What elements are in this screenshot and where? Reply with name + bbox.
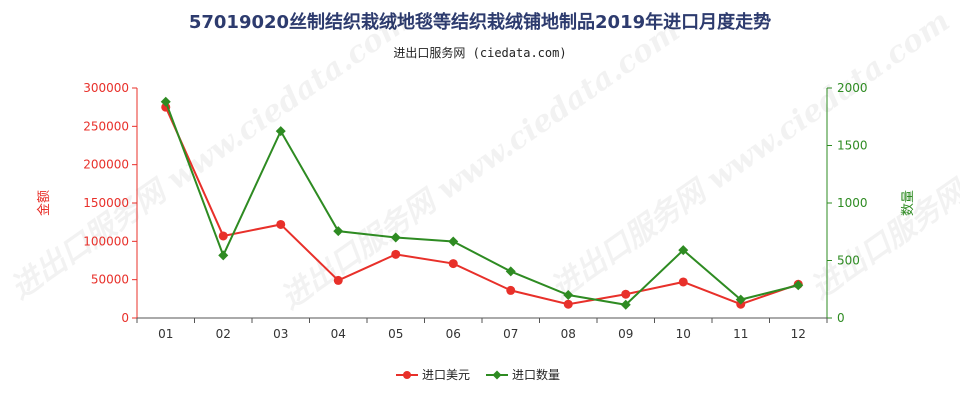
y-left-tick-label: 200000	[83, 158, 129, 172]
data-point	[793, 279, 803, 289]
data-point	[735, 294, 746, 305]
legend-marker	[403, 371, 411, 379]
legend: 进口美元 进口数量	[396, 367, 560, 382]
x-tick-label: 10	[676, 327, 691, 341]
y-left-tick-label: 0	[121, 311, 129, 325]
y-left-tick-label: 250000	[83, 119, 129, 133]
y-axis-right-label: 数量	[901, 190, 916, 216]
chart-subtitle: 进出口服务网 (ciedata.com)	[393, 46, 567, 60]
series-line-2	[164, 101, 799, 306]
y-left-tick-label: 150000	[83, 196, 129, 210]
legend-label: 进口美元	[422, 368, 470, 382]
data-point	[678, 277, 688, 287]
data-point	[563, 299, 573, 309]
x-tick-label: 01	[158, 327, 173, 341]
x-tick-label: 08	[561, 327, 576, 341]
data-point	[333, 226, 344, 237]
data-point	[161, 102, 171, 112]
y-right-tick-label: 0	[837, 311, 845, 325]
y-right-tick-label: 1000	[837, 196, 868, 210]
data-point	[218, 231, 228, 241]
chart-title: 57019020丝制结织栽绒地毯等结织栽绒铺地制品2019年进口月度走势	[188, 12, 772, 33]
x-tick-label: 11	[733, 327, 748, 341]
series-line-1	[164, 106, 799, 306]
data-point	[391, 249, 401, 259]
data-point	[218, 250, 229, 261]
y-left-tick-label: 100000	[83, 234, 129, 248]
data-point	[448, 259, 458, 269]
data-point	[563, 290, 574, 300]
y-left-tick-label: 300000	[83, 81, 129, 95]
x-tick-label: 06	[446, 327, 461, 341]
x-tick-label: 09	[618, 327, 633, 341]
series-layer	[160, 96, 804, 310]
y-axis-left-label: 金额	[36, 190, 52, 216]
x-tick-label: 07	[503, 327, 518, 341]
x-tick-label: 05	[388, 327, 403, 341]
data-point	[333, 275, 343, 285]
data-point	[506, 285, 516, 295]
y-right-tick-label: 500	[837, 254, 860, 268]
data-point	[793, 280, 804, 291]
data-point	[678, 245, 689, 256]
x-tick-label: 02	[216, 327, 231, 341]
legend-marker	[492, 370, 502, 380]
axes-layer: 050000100000150000200000250000300000金额05…	[36, 81, 916, 341]
y-right-tick-label: 2000	[837, 81, 868, 95]
x-tick-label: 03	[273, 327, 288, 341]
data-point	[275, 126, 286, 137]
data-point	[448, 236, 459, 247]
data-point	[621, 289, 631, 299]
data-point	[276, 219, 286, 229]
data-point	[160, 96, 171, 107]
data-point	[505, 266, 516, 277]
data-point	[390, 232, 401, 243]
data-point	[620, 299, 631, 310]
legend-label: 进口数量	[512, 367, 560, 382]
x-tick-label: 12	[791, 327, 806, 341]
data-point	[736, 299, 746, 309]
y-right-tick-label: 1500	[837, 139, 868, 153]
x-tick-label: 04	[331, 327, 346, 341]
y-left-tick-label: 50000	[91, 273, 129, 287]
